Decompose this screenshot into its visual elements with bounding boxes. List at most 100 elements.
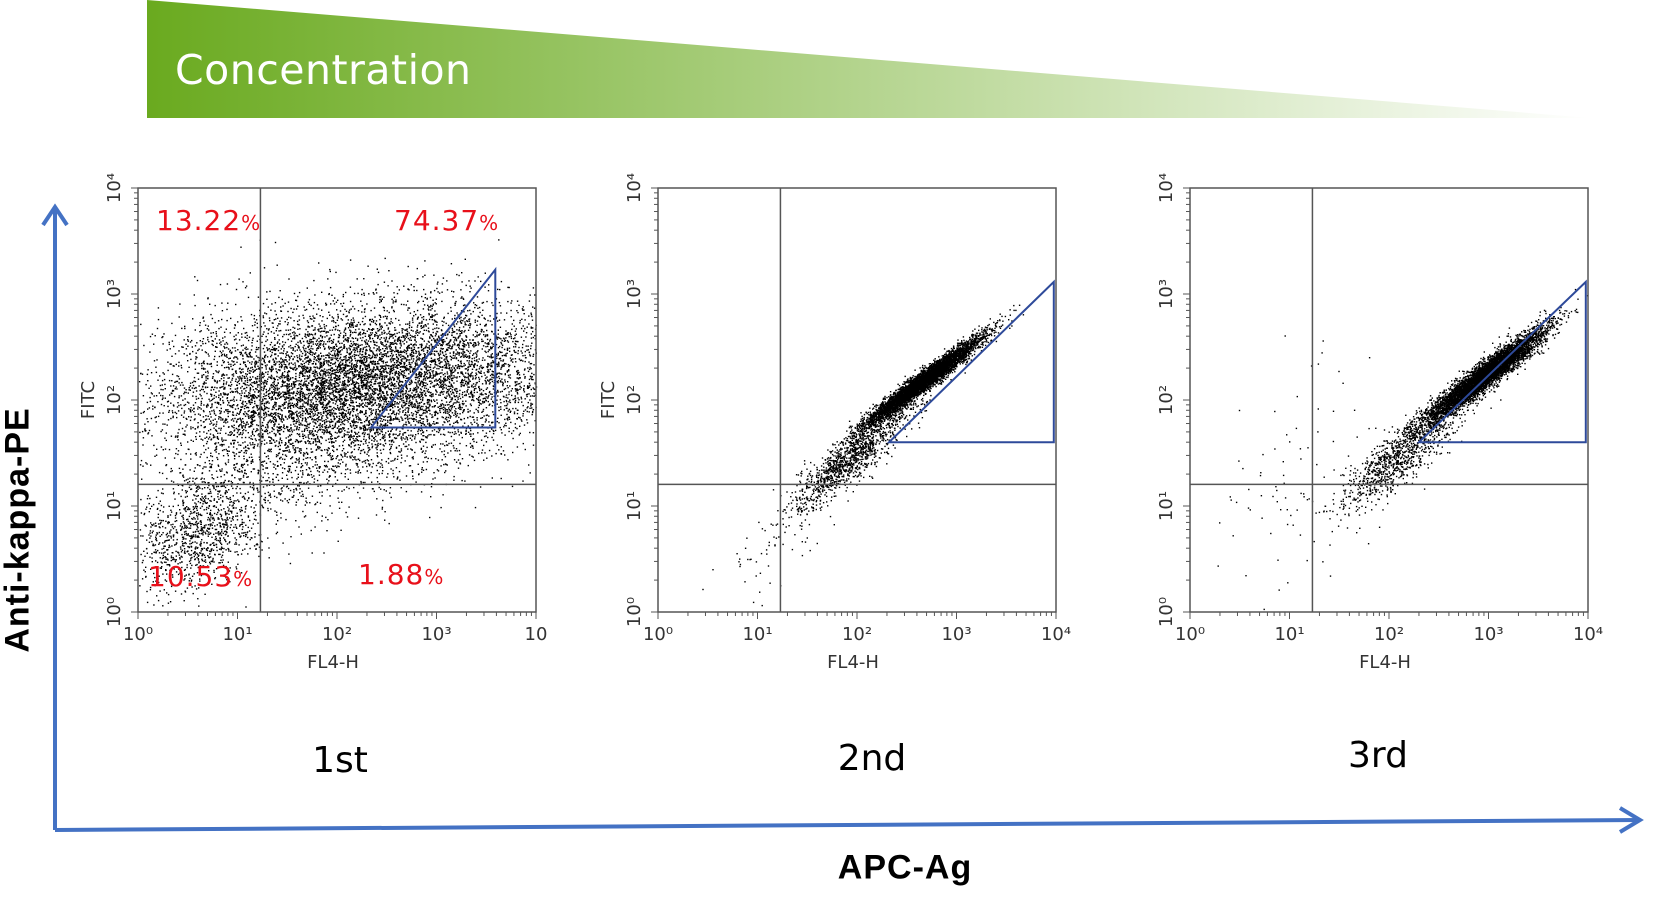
data-point [337,408,340,410]
data-point [238,425,240,427]
data-point [476,331,478,334]
data-point [268,407,270,410]
data-point [480,417,482,419]
data-point [352,341,355,343]
data-point [321,431,324,433]
data-point [433,274,435,276]
data-point [298,412,300,414]
data-point [512,437,514,440]
data-point [176,416,178,419]
data-point [532,336,534,339]
data-point [421,295,423,298]
data-point [425,368,427,370]
data-point [326,413,329,416]
data-point [462,410,465,412]
data-point [439,343,441,345]
data-point [216,421,218,423]
data-point [302,437,305,440]
data-point [489,378,492,380]
data-point [467,408,469,411]
data-point [359,410,362,412]
data-point [236,388,238,390]
data-point [283,333,285,336]
data-point [477,315,479,318]
data-point [278,452,281,454]
data-point [247,368,249,370]
data-point [371,443,373,445]
data-point [344,455,346,457]
data-point [428,409,431,411]
data-point [340,395,342,397]
data-point [504,434,506,436]
data-point [512,430,515,432]
data-point [317,380,319,382]
data-point [232,411,234,414]
data-point [318,354,320,356]
data-point [381,360,383,363]
data-point [325,414,327,417]
data-point [425,376,428,378]
data-point [424,353,426,356]
data-point [442,352,444,354]
data-point [215,391,217,393]
data-point [346,391,349,393]
data-point [322,401,324,403]
data-point [424,392,427,394]
data-point [298,424,301,426]
data-point [306,452,309,455]
data-point [372,428,374,430]
data-point [398,418,400,421]
data-point [442,354,445,356]
data-point [277,325,279,327]
data-point [358,371,361,373]
data-point [327,371,329,373]
data-point [368,424,370,427]
data-point [461,365,464,368]
data-point [478,316,481,318]
data-point [461,384,463,386]
data-point [465,368,468,370]
data-point [199,322,201,324]
data-point [459,361,462,363]
data-point [454,355,456,357]
data-point [396,376,398,378]
data-point [396,356,398,359]
data-point [355,363,357,366]
data-point [281,298,283,301]
data-point [222,350,224,352]
data-point [218,370,220,372]
data-point [422,461,425,463]
data-point [371,412,373,415]
data-point [254,395,256,397]
data-point [251,432,254,434]
data-point [416,364,418,366]
data-point [367,402,369,404]
data-point [488,349,490,351]
data-point [485,407,488,409]
data-point [502,337,505,339]
data-point [251,419,254,421]
data-point [398,374,401,377]
data-point [499,350,501,353]
data-point [324,427,327,429]
data-point [347,428,350,430]
data-point [286,376,288,378]
data-point [311,399,313,401]
data-point [279,407,281,409]
data-point [524,357,527,359]
data-point [306,386,309,389]
data-point [480,372,482,374]
data-point [276,264,278,266]
x-axis-arrow-line [54,818,1641,832]
data-point [487,345,489,348]
data-point [279,448,281,451]
data-point [342,302,345,304]
data-point [429,337,431,339]
data-point [500,380,502,382]
data-point [428,405,431,407]
data-point [332,390,335,393]
data-point [459,330,462,332]
data-point [424,346,427,348]
data-point [432,423,434,425]
data-point [375,289,377,291]
